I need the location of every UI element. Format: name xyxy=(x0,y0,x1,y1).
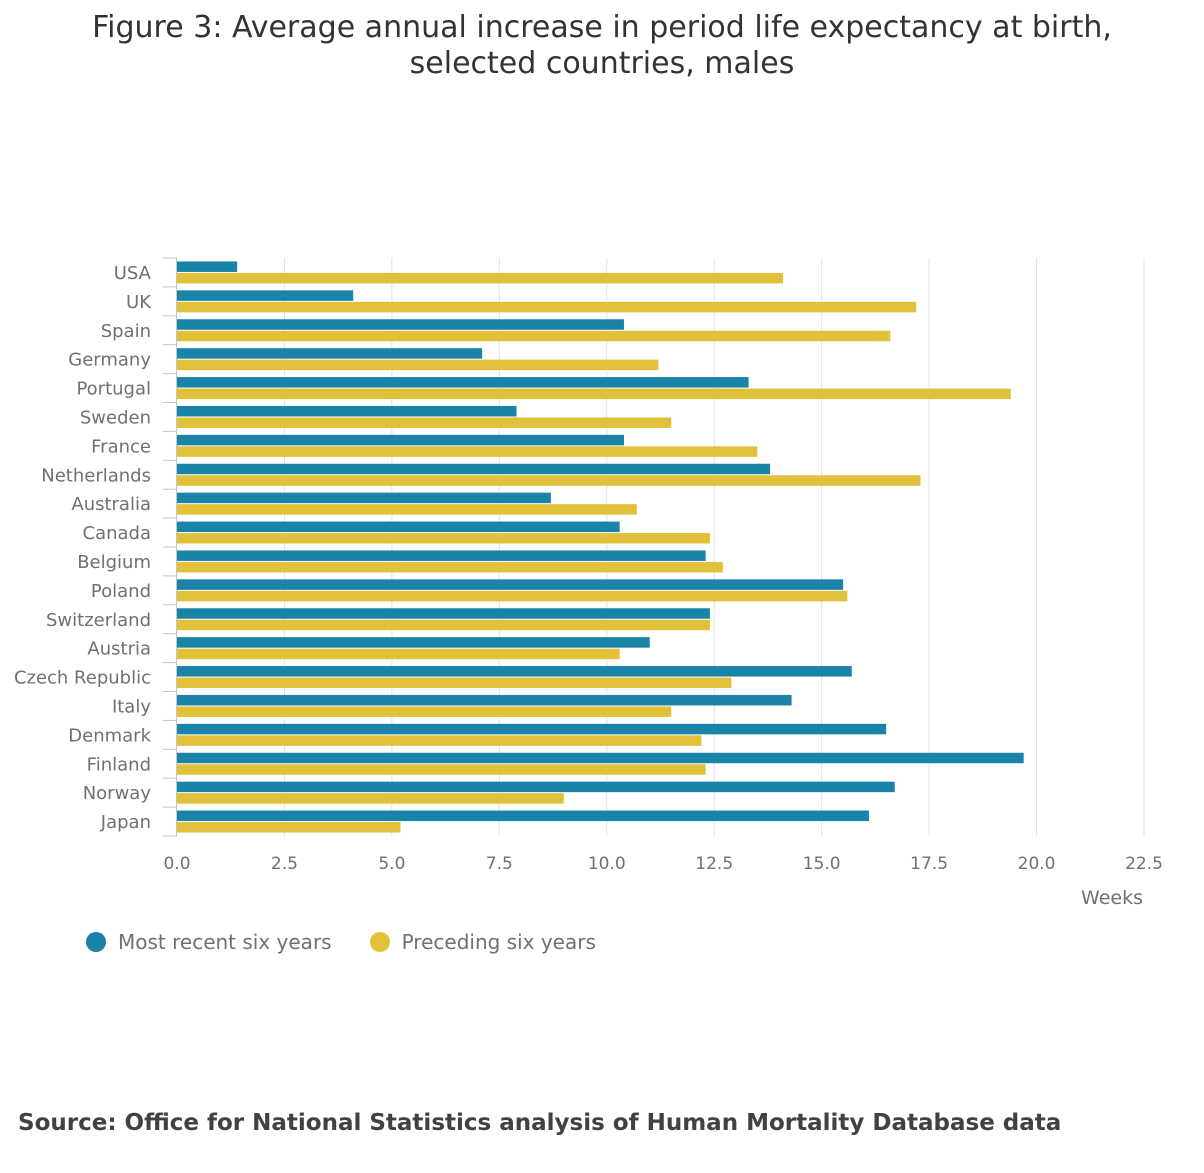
bar-preceding xyxy=(177,619,710,631)
legend-marker-recent xyxy=(86,932,106,952)
bar-recent xyxy=(177,521,620,533)
legend-label-preceding: Preceding six years xyxy=(401,930,596,954)
x-tick-label: 7.5 xyxy=(486,854,513,874)
bar-recent xyxy=(177,550,706,561)
chart-title: Figure 3: Average annual increase in per… xyxy=(0,10,1204,82)
category-label: Portugal xyxy=(76,379,151,400)
bar-preceding xyxy=(177,706,672,717)
bar-recent xyxy=(177,579,844,590)
category-label: Denmark xyxy=(68,725,151,746)
bar-preceding xyxy=(177,301,917,313)
bar-preceding xyxy=(177,648,620,660)
category-label: Austria xyxy=(87,639,151,660)
category-label: Sweden xyxy=(80,407,151,428)
bar-recent xyxy=(177,463,771,475)
bar-recent xyxy=(177,434,624,446)
x-tick-label: 12.5 xyxy=(695,854,733,874)
bar-recent xyxy=(177,781,895,793)
category-label: Poland xyxy=(91,581,151,602)
bar-preceding xyxy=(177,533,710,544)
category-label: Finland xyxy=(87,754,151,775)
bar-preceding xyxy=(177,446,758,457)
x-tick-label: 15.0 xyxy=(803,854,841,874)
bar-preceding xyxy=(177,330,891,342)
bar-preceding xyxy=(177,735,702,746)
legend-marker-preceding xyxy=(369,932,390,952)
legend-item-recent[interactable]: Most recent six years xyxy=(86,930,332,954)
category-label: Japan xyxy=(100,812,151,833)
category-label: Germany xyxy=(68,350,151,371)
bar-preceding xyxy=(177,475,921,486)
bar-recent xyxy=(177,637,650,648)
legend-label-recent: Most recent six years xyxy=(118,930,332,954)
x-tick-label: 2.5 xyxy=(271,854,298,874)
category-label: Netherlands xyxy=(41,465,151,486)
bar-preceding xyxy=(177,388,1011,400)
bar-recent xyxy=(177,666,852,677)
category-label: Norway xyxy=(83,783,152,804)
category-label: Spain xyxy=(101,321,151,342)
bar-recent xyxy=(177,608,710,619)
bar-preceding xyxy=(177,677,732,689)
category-label: France xyxy=(91,436,151,457)
bar-recent xyxy=(177,810,869,822)
bar-recent xyxy=(177,290,354,301)
category-label: Czech Republic xyxy=(14,668,151,689)
bar-recent xyxy=(177,752,1024,764)
category-label: Italy xyxy=(112,696,151,717)
bar-preceding xyxy=(177,764,706,775)
chart-title-line-1: Figure 3: Average annual increase in per… xyxy=(92,10,1112,45)
bar-preceding xyxy=(177,504,637,515)
legend-item-preceding[interactable]: Preceding six years xyxy=(369,930,596,954)
legend: Most recent six years Preceding six year… xyxy=(86,930,634,954)
x-axis-title: Weeks xyxy=(1081,887,1143,909)
category-label: UK xyxy=(126,292,152,313)
category-label: Belgium xyxy=(77,552,151,573)
bar-preceding xyxy=(177,359,659,371)
bar-recent xyxy=(177,492,551,504)
bar-preceding xyxy=(177,822,401,833)
bar-preceding xyxy=(177,561,723,573)
source-note: Source: Office for National Statistics a… xyxy=(18,1110,1062,1136)
x-tick-label: 20.0 xyxy=(1018,854,1056,874)
category-label: USA xyxy=(114,263,152,284)
x-tick-label: 5.0 xyxy=(378,854,405,874)
bar-recent xyxy=(177,694,792,706)
x-tick-label: 17.5 xyxy=(910,854,948,874)
category-label: Australia xyxy=(71,494,151,515)
bar-recent xyxy=(177,723,887,735)
x-tick-label: 22.5 xyxy=(1125,854,1163,874)
bar-preceding xyxy=(177,590,848,602)
bar-recent xyxy=(177,377,749,388)
bar-recent xyxy=(177,319,624,330)
category-label: Switzerland xyxy=(46,610,151,631)
category-label: Canada xyxy=(83,523,152,544)
bar-recent xyxy=(177,348,483,359)
bar-recent xyxy=(177,261,238,272)
bar-preceding xyxy=(177,272,783,284)
bar-preceding xyxy=(177,793,564,804)
x-tick-label: 0.0 xyxy=(163,854,190,874)
bar-recent xyxy=(177,405,517,417)
chart-title-line-2: selected countries, males xyxy=(409,46,795,81)
x-tick-label: 10.0 xyxy=(588,854,626,874)
bar-preceding xyxy=(177,417,672,428)
